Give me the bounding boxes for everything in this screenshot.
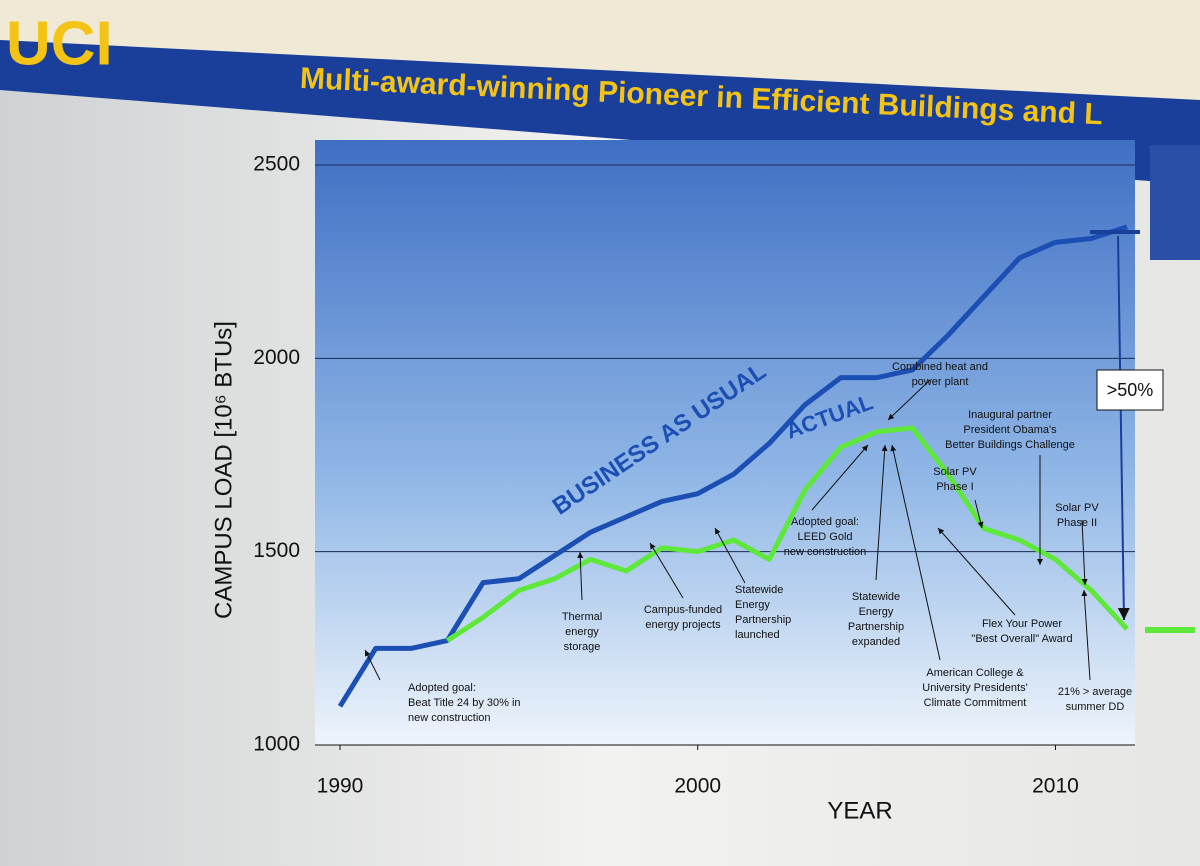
- annotation: Statewide: [735, 584, 783, 596]
- annotation: Solar PV: [1055, 502, 1099, 514]
- annotation: Flex Your Power: [982, 618, 1062, 630]
- logo: UCI: [6, 9, 113, 78]
- y-tick-label: 1500: [253, 539, 300, 562]
- annotation: Partnership: [735, 614, 791, 626]
- series-line: [337, 224, 1128, 708]
- thumbnails: [1150, 145, 1200, 260]
- annotation-arrow: [364, 649, 381, 681]
- annotation: storage: [564, 641, 601, 653]
- annotation: expanded: [852, 636, 900, 648]
- annotation: launched: [735, 629, 780, 641]
- annotation: University Presidents': [922, 682, 1027, 694]
- annotation: Solar PV: [933, 466, 977, 478]
- x-tick-label: 2010: [1032, 775, 1079, 798]
- annotation: "Best Overall" Award: [971, 633, 1072, 645]
- annotation: Phase II: [1057, 517, 1097, 529]
- annotation: summer DD: [1066, 701, 1125, 713]
- annotation: Thermal: [562, 611, 602, 623]
- annotation-arrow: [1081, 519, 1088, 586]
- annotation: power plant: [912, 376, 969, 388]
- annotation: Climate Commitment: [924, 697, 1027, 709]
- annotation-arrow: [714, 527, 746, 584]
- annotation-arrow: [974, 499, 984, 529]
- annotation: energy projects: [645, 619, 721, 631]
- annotation: President Obama's: [963, 424, 1057, 436]
- annotation: Campus-funded: [644, 604, 722, 616]
- wall: [0, 0, 1200, 100]
- y-axis-label: CAMPUS LOAD [10⁶ BTUs]: [210, 321, 237, 619]
- annotation: energy: [565, 626, 599, 638]
- x-tick-label: 1990: [317, 775, 364, 798]
- annotation: Better Buildings Challenge: [945, 439, 1075, 451]
- annotation: Energy: [735, 599, 770, 611]
- y-tick-label: 2000: [253, 346, 300, 369]
- annotation: Inaugural partner: [968, 409, 1052, 421]
- annotation: Combined heat and: [892, 361, 988, 373]
- annotation-arrow: [1081, 589, 1091, 681]
- annotation-arrow: [649, 542, 684, 599]
- annotation-arrow: [875, 444, 888, 581]
- annotation: new construction: [784, 546, 867, 558]
- annotation: LEED Gold: [797, 531, 852, 543]
- annotation-arrow: [937, 527, 1016, 616]
- annotation: 21% > average: [1058, 686, 1132, 698]
- x-tick-label: 2000: [674, 775, 721, 798]
- y-tick-label: 1000: [253, 733, 300, 756]
- x-axis-label: YEAR: [827, 797, 892, 824]
- reduction-box: [1096, 369, 1164, 411]
- annotation: Beat Title 24 by 30% in: [408, 697, 521, 709]
- annotation-arrow: [887, 379, 931, 421]
- annotation: new construction: [408, 712, 491, 724]
- series-line: [445, 425, 1129, 643]
- bracket-arrow: [1117, 235, 1130, 621]
- annotation: Partnership: [848, 621, 904, 633]
- annotation: Adopted goal:: [408, 682, 476, 694]
- annotation-arrow: [577, 551, 584, 601]
- annotation-arrow: [811, 444, 869, 511]
- annotation: American College &: [926, 667, 1024, 679]
- annotation-arrow: [890, 444, 941, 661]
- annotation: Statewide: [852, 591, 900, 603]
- reduction-label: >50%: [1107, 380, 1154, 400]
- annotation: Phase I: [936, 481, 973, 493]
- plot-area: [315, 140, 1135, 745]
- annotation: Adopted goal:: [791, 516, 859, 528]
- y-tick-label: 2500: [253, 153, 300, 176]
- annotation: Energy: [859, 606, 894, 618]
- thumbnail-strip: [1150, 145, 1200, 260]
